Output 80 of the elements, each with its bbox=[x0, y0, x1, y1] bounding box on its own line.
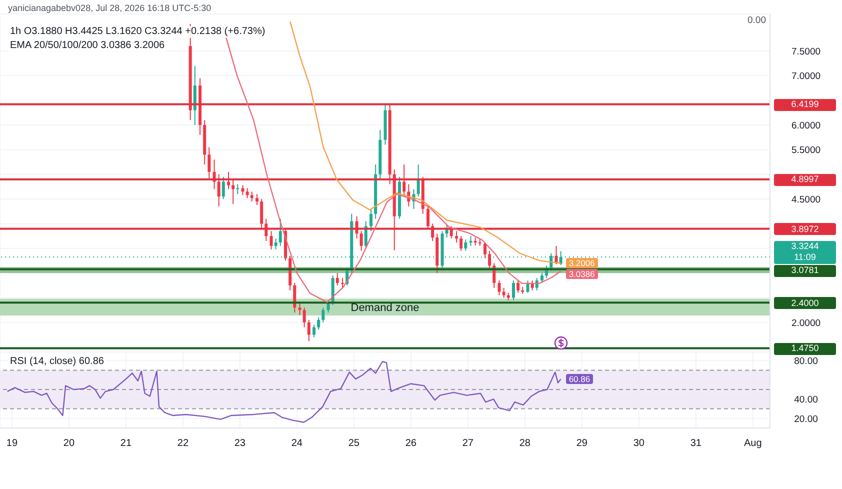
candlestick bbox=[312, 324, 316, 338]
candlestick bbox=[492, 262, 496, 288]
candlestick bbox=[298, 302, 302, 316]
candlestick bbox=[317, 316, 320, 330]
x-tick-label: 28 bbox=[519, 438, 531, 449]
candlestick bbox=[455, 230, 458, 243]
annotation: 0.00 bbox=[748, 15, 766, 26]
candlestick bbox=[217, 174, 220, 207]
text: EMA 20/50/100/200 3.0386 3.2006 bbox=[8, 40, 167, 52]
ref-line-label: 6.4199 bbox=[774, 98, 836, 111]
y-tick-label: 5.5000 bbox=[791, 145, 821, 156]
candlestick bbox=[278, 218, 282, 246]
x-tick-label: 23 bbox=[234, 438, 246, 449]
candlestick bbox=[260, 198, 264, 230]
candlestick bbox=[341, 277, 344, 288]
candlestick bbox=[256, 194, 259, 206]
y-tick-label: 6.0000 bbox=[791, 120, 821, 132]
line-series bbox=[290, 20, 562, 264]
ref-line-label: 1.4750 bbox=[774, 342, 836, 355]
candlestick bbox=[416, 164, 420, 198]
band-label: Demand zone bbox=[350, 302, 420, 314]
x-tick-label: 30 bbox=[633, 438, 645, 449]
candlestick bbox=[307, 319, 310, 342]
candlestick bbox=[302, 307, 306, 328]
candlestick bbox=[208, 146, 211, 180]
y-tick-label: 4.5000 bbox=[791, 194, 821, 206]
x-tick-label: 27 bbox=[462, 438, 474, 449]
y-tick-label: 7.0000 bbox=[791, 71, 821, 82]
x-tick-label: 21 bbox=[120, 438, 132, 449]
candlestick bbox=[402, 164, 406, 198]
x-tick-label: Aug bbox=[744, 438, 762, 449]
chart-title: RSI (14, close) 60.86 bbox=[8, 356, 106, 368]
candlestick bbox=[222, 176, 225, 200]
y-tick-label: 40.00 bbox=[794, 394, 818, 406]
y-tick-label: 20.00 bbox=[794, 414, 818, 425]
x-tick-label: 20 bbox=[63, 438, 75, 449]
candlestick bbox=[246, 188, 249, 199]
x-tick-label: 31 bbox=[690, 438, 702, 449]
x-tick-label: 24 bbox=[291, 438, 303, 449]
ref-line-label: 3.3244 11:09 bbox=[774, 240, 836, 264]
candlestick bbox=[516, 280, 520, 294]
y-tick-label: 2.0000 bbox=[791, 318, 821, 329]
text: 1h O3.1880 H3.4425 L3.1620 C3.3244 +0.2138 (+6.73%) bbox=[8, 26, 268, 38]
x-tick-label: 25 bbox=[348, 438, 360, 449]
candlestick bbox=[512, 280, 515, 301]
candlestick bbox=[370, 208, 373, 232]
y-tick-label: 7.5000 bbox=[791, 46, 821, 58]
data-label: 60.86 bbox=[566, 374, 594, 384]
ref-line-label: 3.8972 bbox=[774, 223, 836, 236]
y-tick-label: 80.00 bbox=[794, 356, 818, 368]
candlestick bbox=[322, 307, 325, 323]
candlestick bbox=[540, 272, 544, 284]
candlestick bbox=[241, 184, 244, 196]
text: yanicianagabebv028, Jul 28, 2026 16:18 UTC-5:30 bbox=[8, 3, 212, 14]
candlestick bbox=[426, 206, 430, 230]
ref-line-label: 4.8997 bbox=[774, 174, 836, 186]
candlestick bbox=[483, 242, 486, 259]
candlestick bbox=[232, 178, 235, 204]
candlestick bbox=[250, 191, 254, 202]
ref-line-label: 3.0781 bbox=[774, 264, 836, 277]
ref-line-label: 2.4000 bbox=[774, 297, 836, 310]
x-tick-label: 19 bbox=[6, 438, 18, 449]
candlestick bbox=[336, 272, 339, 286]
candlestick bbox=[274, 238, 278, 250]
candlestick bbox=[488, 250, 492, 269]
candlestick bbox=[360, 230, 363, 252]
x-tick-label: 26 bbox=[405, 438, 417, 449]
candlestick bbox=[236, 184, 240, 195]
candlestick bbox=[498, 280, 501, 296]
data-label: 3.2006 bbox=[566, 258, 598, 268]
candlestick bbox=[469, 236, 472, 246]
candlestick bbox=[502, 287, 506, 298]
x-tick-label: 29 bbox=[576, 438, 588, 449]
candlestick bbox=[270, 230, 273, 250]
candlestick bbox=[293, 282, 296, 314]
candlestick bbox=[460, 236, 463, 252]
data-label: 3.0386 bbox=[566, 269, 598, 280]
x-tick-label: 22 bbox=[177, 438, 189, 449]
candlestick bbox=[464, 239, 468, 252]
candlestick bbox=[526, 280, 530, 294]
